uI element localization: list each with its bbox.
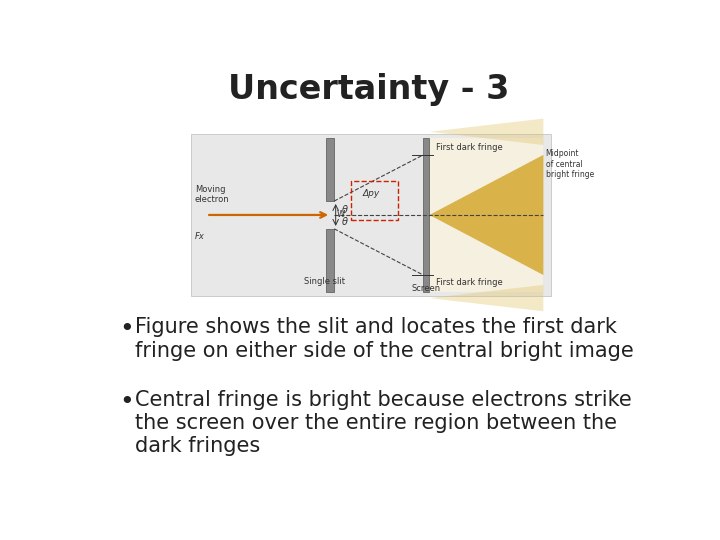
- Text: •: •: [120, 318, 134, 341]
- Text: Δpy: Δpy: [363, 189, 380, 198]
- Text: W: W: [336, 211, 345, 219]
- Text: Moving
electron: Moving electron: [194, 185, 229, 204]
- Text: Uncertainty - 3: Uncertainty - 3: [228, 73, 510, 106]
- Bar: [429, 138, 544, 292]
- Polygon shape: [429, 155, 544, 275]
- Bar: [326, 229, 334, 292]
- Text: Midpoint
of central
bright fringe: Midpoint of central bright fringe: [546, 149, 594, 179]
- Text: θ: θ: [342, 205, 348, 214]
- Bar: [191, 134, 551, 296]
- Text: First dark fringe: First dark fringe: [436, 143, 503, 152]
- Bar: [423, 138, 429, 292]
- Polygon shape: [429, 119, 544, 145]
- Text: θ: θ: [342, 217, 348, 227]
- Text: Fx: Fx: [194, 232, 204, 241]
- Text: Single slit: Single slit: [305, 278, 346, 286]
- Text: Central fringe is bright because electrons strike
the screen over the entire reg: Central fringe is bright because electro…: [135, 390, 631, 456]
- Text: First dark fringe: First dark fringe: [436, 278, 503, 287]
- Text: Screen: Screen: [412, 285, 441, 294]
- Text: •: •: [120, 390, 134, 414]
- Polygon shape: [429, 285, 544, 312]
- Bar: [351, 181, 397, 220]
- Text: Figure shows the slit and locates the first dark
fringe on either side of the ce: Figure shows the slit and locates the fi…: [135, 318, 634, 361]
- Bar: [326, 138, 334, 201]
